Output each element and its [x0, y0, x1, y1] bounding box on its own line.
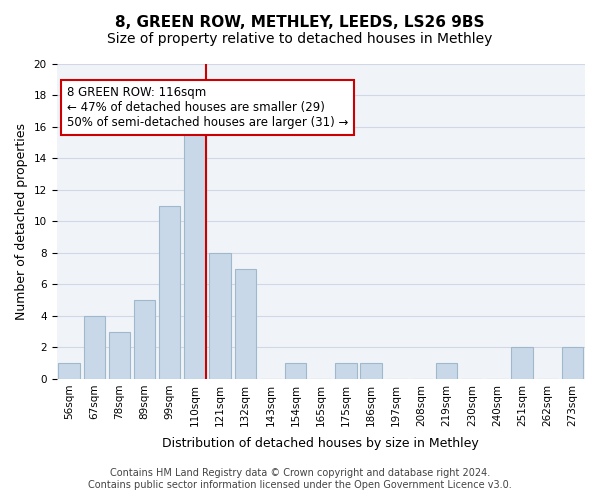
- Bar: [436, 363, 457, 379]
- Bar: [562, 348, 583, 379]
- Bar: [109, 332, 130, 379]
- Bar: [335, 363, 356, 379]
- Text: 8 GREEN ROW: 116sqm
← 47% of detached houses are smaller (29)
50% of semi-detach: 8 GREEN ROW: 116sqm ← 47% of detached ho…: [67, 86, 349, 129]
- Bar: [361, 363, 382, 379]
- Bar: [235, 268, 256, 379]
- Text: 8, GREEN ROW, METHLEY, LEEDS, LS26 9BS: 8, GREEN ROW, METHLEY, LEEDS, LS26 9BS: [115, 15, 485, 30]
- Bar: [58, 363, 80, 379]
- Bar: [184, 127, 206, 379]
- Bar: [511, 348, 533, 379]
- Text: Size of property relative to detached houses in Methley: Size of property relative to detached ho…: [107, 32, 493, 46]
- Bar: [285, 363, 306, 379]
- Bar: [83, 316, 105, 379]
- Bar: [159, 206, 181, 379]
- Bar: [134, 300, 155, 379]
- Text: Contains HM Land Registry data © Crown copyright and database right 2024.
Contai: Contains HM Land Registry data © Crown c…: [88, 468, 512, 490]
- X-axis label: Distribution of detached houses by size in Methley: Distribution of detached houses by size …: [163, 437, 479, 450]
- Y-axis label: Number of detached properties: Number of detached properties: [15, 123, 28, 320]
- Bar: [209, 253, 231, 379]
